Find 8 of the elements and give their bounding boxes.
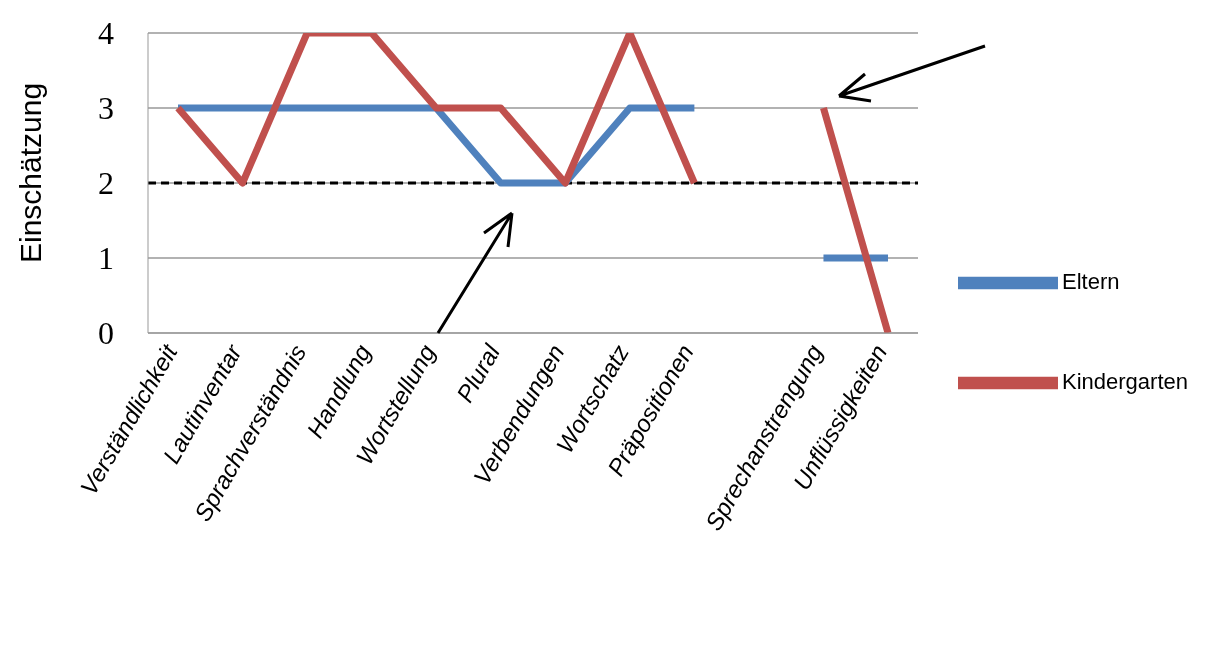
y-tick-label: 1	[98, 240, 114, 277]
y-tick-label: 0	[98, 315, 114, 352]
y-tick-label: 3	[98, 90, 114, 127]
legend-label: Eltern	[1062, 268, 1120, 294]
y-tick-label: 4	[98, 15, 114, 52]
y-axis-title: Einschätzung	[13, 82, 47, 263]
legend-label: Kindergarten	[1062, 368, 1188, 394]
y-tick-label: 2	[98, 165, 114, 202]
